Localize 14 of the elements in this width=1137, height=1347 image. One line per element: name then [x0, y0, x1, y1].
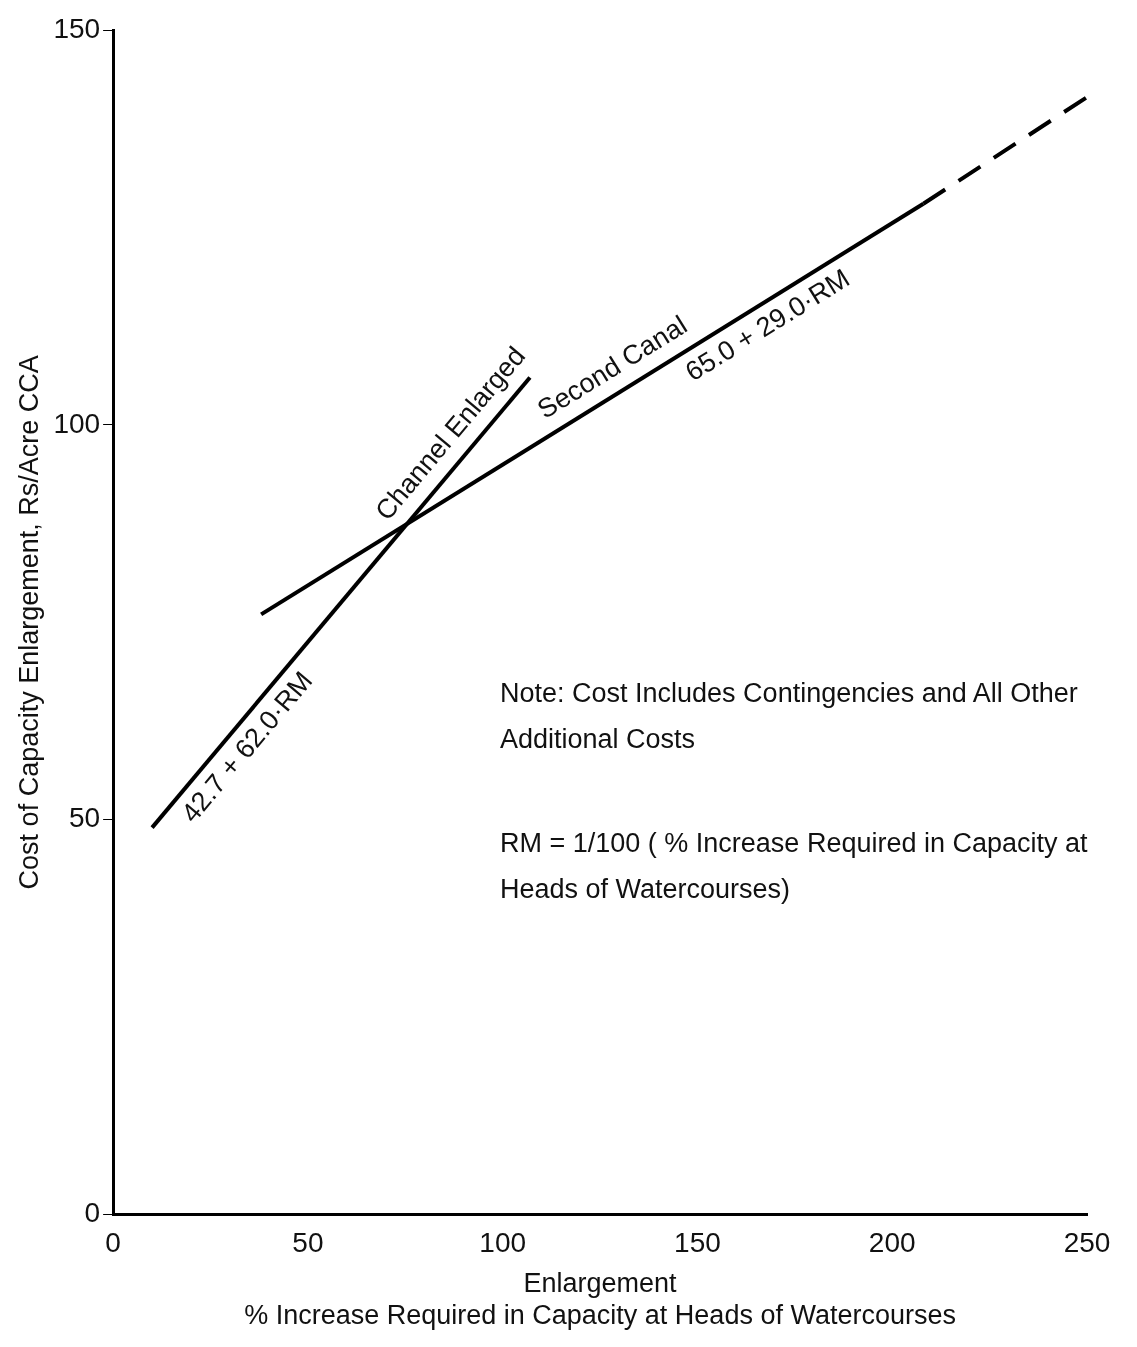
x-tick-label: 150 — [674, 1227, 721, 1259]
annotation: RM = 1/100 ( % Increase Required in Capacity at Heads of Watercourses) — [500, 827, 1089, 906]
x-tick-label: 250 — [1063, 1227, 1111, 1259]
y-tick-label: 150 — [53, 12, 101, 44]
x-tick-label: 100 — [479, 1227, 527, 1259]
y-axis-title: Cost of Capacity Enlargement, Rs/Acre CCA — [13, 355, 44, 890]
y-tick-label: 0 — [84, 1197, 101, 1229]
y-tick-label: 50 — [68, 802, 101, 834]
y-tick-label: 100 — [53, 407, 101, 439]
annotation: Note: Cost Includes Contingencies and All Other Additional Costs — [500, 677, 1079, 756]
x-tick-label: 0 — [105, 1227, 121, 1259]
x-tick-label: 200 — [868, 1227, 916, 1259]
x-axis-title: Enlargement % Increase Required in Capacity at Heads of Watercourses — [244, 1267, 956, 1331]
x-tick-label: 50 — [292, 1227, 324, 1259]
